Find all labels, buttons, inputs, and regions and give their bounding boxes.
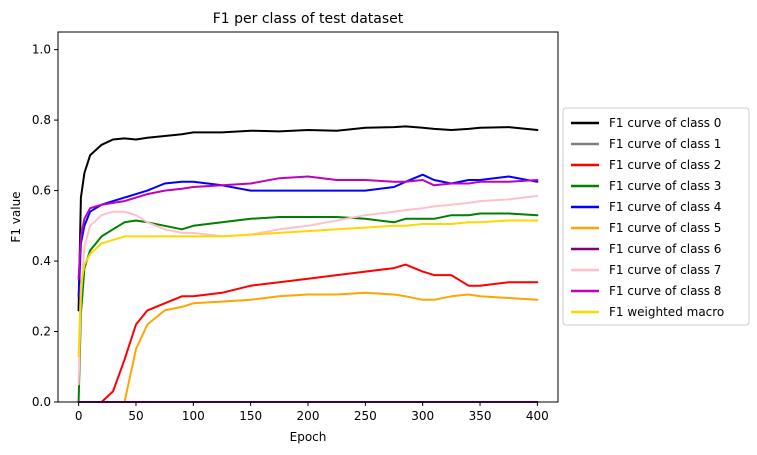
x-tick-label: 100 — [182, 409, 205, 423]
y-tick-label: 0.6 — [32, 184, 51, 198]
series-line-8 — [77, 175, 539, 280]
y-tick-label: 0.0 — [32, 395, 51, 409]
x-tick-label: 350 — [469, 409, 492, 423]
legend-entry-label: F1 curve of class 4 — [609, 200, 721, 214]
x-axis: 0 50 100 150 200 250 300 350 400 — [75, 402, 549, 423]
legend-entry-label: F1 curve of class 2 — [609, 158, 721, 172]
legend-entry-label: F1 curve of class 8 — [609, 284, 721, 298]
x-tick-label: 300 — [411, 409, 434, 423]
legend-entry-label: F1 curve of class 7 — [609, 263, 721, 277]
x-tick-label: 50 — [128, 409, 143, 423]
x-tick-label: 150 — [239, 409, 262, 423]
x-tick-label: 400 — [526, 409, 549, 423]
legend-frame — [562, 107, 750, 326]
plot-area — [57, 31, 559, 403]
legend-entry-label: F1 curve of class 5 — [609, 221, 721, 235]
y-tick-label: 1.0 — [32, 43, 51, 57]
legend-entry-label: F1 curve of class 6 — [609, 242, 721, 256]
legend-entry-label: F1 curve of class 3 — [609, 179, 721, 193]
y-tick-label: 0.2 — [32, 325, 51, 339]
x-axis-label: Epoch — [290, 430, 327, 444]
legend: F1 curve of class 0 F1 curve of class 1 F1… — [562, 107, 750, 326]
x-tick-label: 0 — [75, 409, 83, 423]
x-tick-label: 250 — [354, 409, 377, 423]
y-tick-label: 0.4 — [32, 254, 51, 268]
y-axis-label: F1 value — [9, 191, 23, 242]
legend-entry-label: F1 curve of class 1 — [609, 137, 721, 151]
y-tick-label: 0.8 — [32, 113, 51, 127]
series-line-2 — [77, 263, 539, 403]
legend-entry-label: F1 weighted macro — [609, 305, 724, 319]
series-line-3 — [77, 212, 539, 403]
series-line-0 — [77, 125, 539, 312]
legend-entry-label: F1 curve of class 0 — [609, 116, 721, 130]
series-line-9 — [77, 219, 539, 358]
y-axis: 0.0 0.2 0.4 0.6 0.8 1.0 — [32, 43, 58, 409]
chart-title: F1 per class of test dataset — [213, 11, 404, 27]
x-tick-label: 200 — [297, 409, 320, 423]
